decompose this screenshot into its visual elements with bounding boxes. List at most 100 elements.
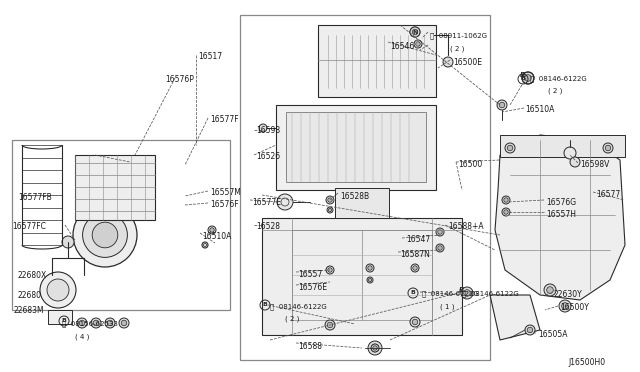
Text: Ⓑ  08146-6122G: Ⓑ 08146-6122G — [530, 75, 587, 81]
Bar — [286, 112, 426, 182]
Circle shape — [83, 213, 127, 257]
Circle shape — [522, 72, 534, 84]
Text: 16500: 16500 — [458, 160, 483, 169]
Circle shape — [202, 242, 208, 248]
Circle shape — [326, 266, 334, 274]
Circle shape — [328, 268, 332, 272]
Circle shape — [368, 341, 382, 355]
Circle shape — [525, 325, 535, 335]
Text: 16526: 16526 — [256, 152, 280, 161]
Text: 16576E: 16576E — [298, 283, 327, 292]
Circle shape — [414, 40, 422, 48]
Text: 16577FC: 16577FC — [12, 222, 46, 231]
Text: 22683M: 22683M — [14, 306, 45, 315]
Text: B: B — [520, 77, 525, 81]
Text: Ⓝ  08911-1062G: Ⓝ 08911-1062G — [430, 32, 487, 39]
Text: 16598V: 16598V — [580, 160, 609, 169]
Circle shape — [605, 145, 611, 151]
Circle shape — [436, 244, 444, 252]
Circle shape — [499, 102, 505, 108]
Bar — [292, 230, 432, 320]
Circle shape — [92, 222, 118, 248]
Text: 16576P: 16576P — [165, 75, 194, 84]
Bar — [500, 135, 625, 157]
Circle shape — [564, 147, 576, 159]
Text: B: B — [460, 287, 465, 293]
Text: 22680: 22680 — [18, 291, 42, 300]
Bar — [276, 105, 436, 190]
Circle shape — [410, 27, 420, 37]
Text: 16587N: 16587N — [400, 250, 430, 259]
Text: 16577F: 16577F — [210, 115, 239, 124]
Circle shape — [412, 29, 418, 35]
Text: ( 1 ): ( 1 ) — [440, 303, 454, 310]
Circle shape — [369, 278, 372, 282]
Text: 16500E: 16500E — [453, 58, 482, 67]
Circle shape — [105, 318, 115, 328]
Text: ( 4 ): ( 4 ) — [75, 333, 90, 340]
Text: B: B — [411, 291, 415, 295]
Circle shape — [372, 346, 377, 350]
Bar — [12, 140, 230, 310]
Circle shape — [410, 317, 420, 327]
Text: 16577FB: 16577FB — [18, 193, 52, 202]
Circle shape — [502, 208, 510, 216]
Text: B: B — [520, 72, 525, 78]
Text: 16557M: 16557M — [210, 188, 241, 197]
Circle shape — [504, 210, 508, 214]
Circle shape — [438, 230, 442, 234]
Text: 16547: 16547 — [406, 235, 430, 244]
Text: 16510A: 16510A — [525, 105, 554, 114]
Circle shape — [93, 320, 99, 326]
Text: 16557H: 16557H — [546, 210, 576, 219]
Circle shape — [464, 290, 470, 296]
Circle shape — [208, 226, 216, 234]
Circle shape — [119, 318, 129, 328]
Circle shape — [416, 42, 420, 46]
Circle shape — [368, 266, 372, 270]
Circle shape — [371, 344, 379, 352]
Circle shape — [62, 236, 74, 248]
Text: 16500Y: 16500Y — [560, 303, 589, 312]
Polygon shape — [495, 135, 625, 300]
Text: 22680X: 22680X — [18, 271, 47, 280]
Circle shape — [327, 207, 333, 213]
Text: Ⓑ  08146-6122G: Ⓑ 08146-6122G — [270, 303, 327, 310]
Text: 16557: 16557 — [298, 270, 323, 279]
Circle shape — [443, 57, 453, 67]
Circle shape — [505, 143, 515, 153]
Circle shape — [603, 143, 613, 153]
Text: ( 2 ): ( 2 ) — [450, 45, 465, 51]
Polygon shape — [262, 218, 462, 335]
Text: 16505A: 16505A — [538, 330, 568, 339]
Text: ( 2 ): ( 2 ) — [285, 316, 300, 323]
Bar — [318, 25, 436, 97]
Circle shape — [91, 318, 101, 328]
Text: 16576F: 16576F — [210, 200, 239, 209]
Text: 16577E: 16577E — [252, 198, 281, 207]
Text: 16588: 16588 — [298, 342, 322, 351]
Circle shape — [326, 196, 334, 204]
Circle shape — [436, 228, 444, 236]
Text: Ⓑ  08156-62533: Ⓑ 08156-62533 — [62, 320, 118, 327]
Bar — [48, 310, 72, 324]
Text: 16528: 16528 — [256, 222, 280, 231]
Text: 16588+A: 16588+A — [448, 222, 484, 231]
Text: 16546: 16546 — [390, 42, 414, 51]
Circle shape — [527, 327, 532, 333]
Circle shape — [210, 228, 214, 232]
Circle shape — [412, 319, 418, 325]
Circle shape — [328, 198, 332, 202]
Circle shape — [328, 208, 332, 212]
Circle shape — [547, 287, 554, 293]
Text: 22630Y: 22630Y — [554, 290, 583, 299]
Circle shape — [325, 320, 335, 330]
Circle shape — [411, 264, 419, 272]
Text: 16528B: 16528B — [340, 192, 369, 201]
Circle shape — [121, 320, 127, 326]
Circle shape — [544, 284, 556, 296]
Circle shape — [73, 203, 137, 267]
Circle shape — [559, 300, 571, 312]
Circle shape — [562, 303, 568, 309]
Circle shape — [259, 124, 267, 132]
